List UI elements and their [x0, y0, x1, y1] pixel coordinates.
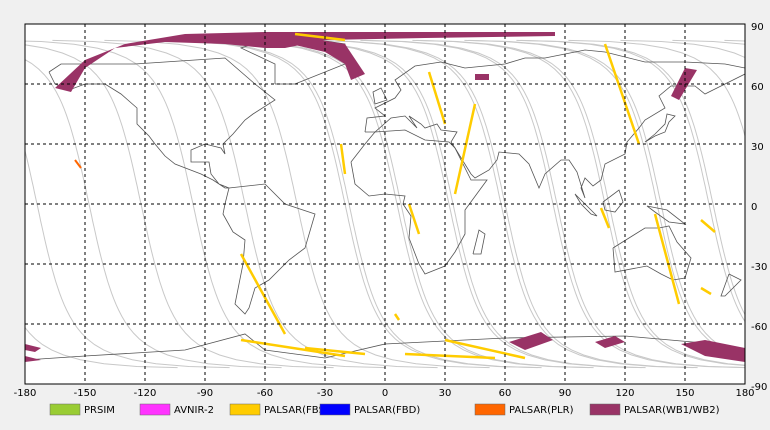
- x-tick-label: -120: [134, 388, 157, 399]
- swath-line: [404, 352, 496, 360]
- legend-label: AVNIR-2: [174, 405, 214, 416]
- swath: [671, 68, 697, 100]
- swath-line: [599, 207, 611, 229]
- coastline: [644, 113, 676, 143]
- plot-border: [24, 23, 746, 385]
- x-tick-label: 150: [675, 388, 694, 399]
- swaths: [25, 32, 745, 362]
- coastline: [364, 49, 745, 199]
- swath-line: [700, 219, 716, 233]
- y-tick-label: -30: [751, 262, 767, 273]
- coastlines: [25, 37, 745, 361]
- swath-line: [240, 338, 346, 358]
- orbit-track: [256, 39, 642, 369]
- swath: [681, 340, 745, 362]
- x-tick-label: -150: [74, 388, 97, 399]
- legend-swatch: [139, 403, 171, 416]
- orbit-track: [25, 59, 282, 369]
- swath-line: [239, 253, 287, 335]
- coastline: [472, 229, 486, 255]
- coastline: [48, 57, 276, 189]
- coastline: [612, 225, 692, 281]
- y-tick-label: -60: [751, 322, 767, 333]
- coastline: [720, 273, 742, 297]
- legend-label: PALSAR(FBS): [264, 405, 329, 416]
- swath-line: [453, 103, 477, 195]
- legend-label: PALSAR(WB1/WB2): [624, 405, 720, 416]
- x-tick-label: 0: [382, 388, 388, 399]
- x-tick-label: -60: [257, 388, 273, 399]
- legend-label: PRSIM: [84, 405, 115, 416]
- coastline: [25, 333, 745, 361]
- x-tick-label: -180: [14, 388, 37, 399]
- swath-line: [74, 159, 82, 169]
- swath: [475, 74, 489, 80]
- swath: [509, 332, 553, 350]
- orbit-track: [52, 39, 438, 369]
- orbit-track: [412, 39, 745, 366]
- legend-swatch: [589, 403, 621, 416]
- legend-label: PALSAR(FBD): [354, 405, 420, 416]
- legend-swatch: [49, 403, 81, 416]
- swath-line: [653, 213, 681, 305]
- y-tick-label: 60: [751, 82, 764, 93]
- coastline: [222, 183, 316, 315]
- legend-swatch: [229, 403, 261, 416]
- x-tick-label: 120: [615, 388, 634, 399]
- swath: [265, 36, 365, 80]
- swath: [25, 344, 41, 352]
- coastline: [350, 129, 488, 275]
- axis-labels: -180 -150 -120 -90 -60 -30 0 30 60 90 120 150 180-90…: [14, 22, 768, 399]
- swath-line: [427, 71, 447, 125]
- y-tick-label: 90: [751, 22, 764, 33]
- orbit-track: [364, 39, 745, 368]
- y-tick-label: 0: [751, 202, 757, 213]
- swath-line: [700, 286, 712, 296]
- swath-line: [603, 43, 641, 145]
- x-tick-label: 30: [439, 388, 452, 399]
- x-tick-label: 180: [735, 388, 754, 399]
- swath-line: [294, 32, 346, 42]
- y-tick-label: 30: [751, 142, 764, 153]
- orbit-track: [208, 39, 594, 369]
- swath-line: [339, 143, 347, 175]
- coastline: [372, 87, 388, 105]
- y-tick-label: -90: [751, 382, 767, 393]
- swath: [595, 336, 625, 348]
- x-tick-label: -90: [197, 388, 213, 399]
- legend: PRSIM AVNIR-2 PALSAR(FBS) PALSAR(FBD) PALSAR…: [49, 403, 720, 416]
- coastline: [646, 205, 687, 225]
- swath-line: [393, 313, 401, 321]
- swath-line: [407, 203, 421, 235]
- legend-swatch: [319, 403, 351, 416]
- legend-swatch: [474, 403, 506, 416]
- swath: [25, 356, 41, 362]
- x-tick-label: 60: [499, 388, 512, 399]
- swath-line: [444, 338, 526, 360]
- x-tick-label: -30: [317, 388, 333, 399]
- orbit-track: [568, 39, 745, 138]
- coastline: [574, 193, 598, 217]
- coastline: [602, 189, 624, 213]
- legend-label: PALSAR(PLR): [509, 405, 574, 416]
- x-tick-label: 90: [559, 388, 572, 399]
- swath-line: [304, 346, 366, 356]
